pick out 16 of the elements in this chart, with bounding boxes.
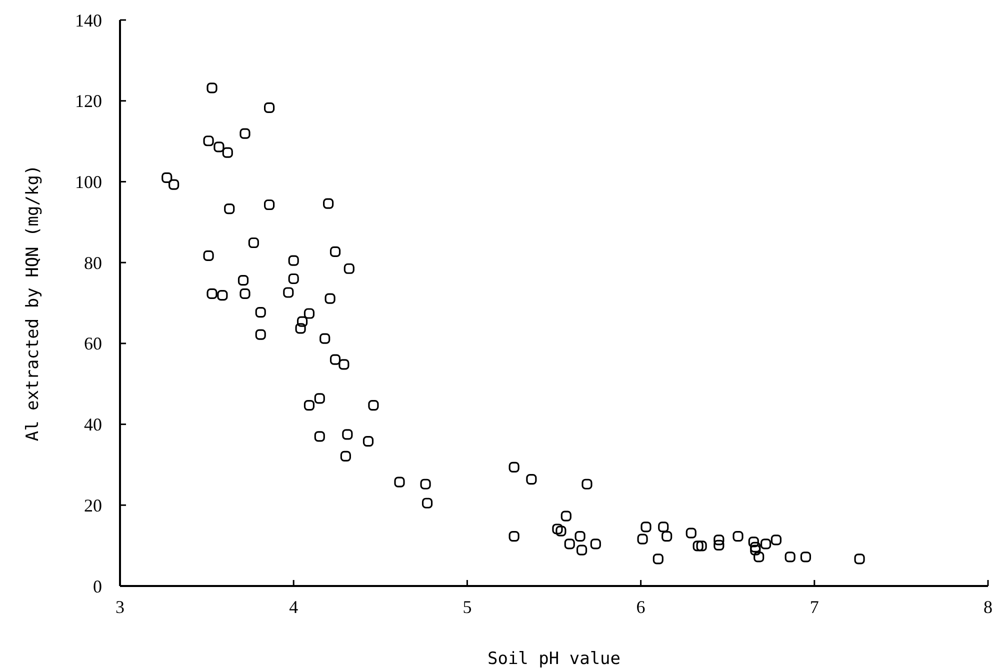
- x-tick-label: 6: [636, 597, 646, 617]
- y-tick-label: 120: [75, 91, 102, 112]
- x-tick-label: 4: [289, 597, 298, 617]
- y-tick-label: 80: [84, 252, 102, 273]
- x-tick-label: 7: [810, 597, 819, 617]
- x-tick-label: 3: [116, 597, 124, 617]
- y-tick-label: 140: [75, 10, 102, 30]
- y-tick-label: 40: [84, 414, 102, 435]
- y-tick-label: 60: [84, 334, 102, 354]
- y-tick-label: 0: [93, 576, 102, 596]
- x-tick-label: 5: [462, 597, 472, 617]
- x-axis-title: Soil pH value: [487, 649, 621, 669]
- x-tick-label: 8: [984, 597, 992, 617]
- y-tick-label: 20: [84, 495, 102, 516]
- y-tick-label: 100: [75, 172, 102, 192]
- y-axis-title: Al extracted by HQN (mg/kg): [23, 164, 43, 442]
